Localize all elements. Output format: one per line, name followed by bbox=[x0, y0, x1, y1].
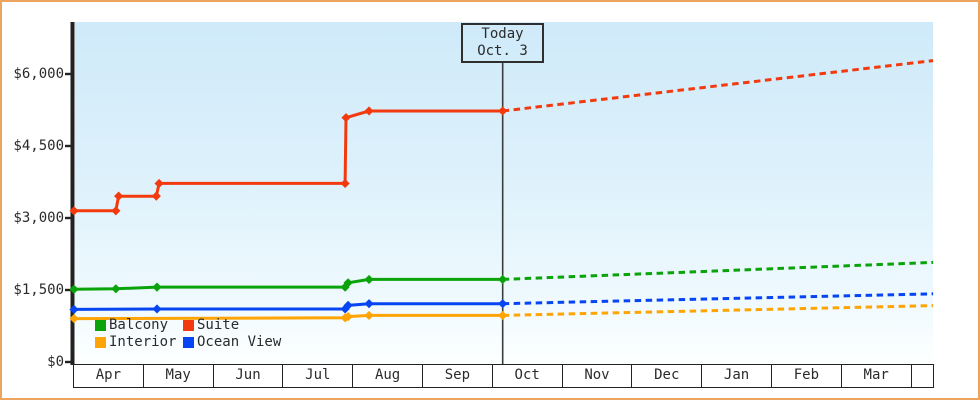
month-cell-dec: Dec bbox=[632, 365, 703, 387]
y-axis-label: $0 bbox=[47, 354, 64, 370]
series-projection-interior bbox=[502, 304, 934, 317]
month-cell-nov: Nov bbox=[563, 365, 633, 387]
month-cell-oct: Oct bbox=[493, 365, 563, 387]
series-marker-suite bbox=[154, 178, 164, 189]
month-axis-row: Apr May Jun Jul Aug Sep Oct Nov Dec Jan Feb Mar bbox=[73, 364, 934, 388]
y-axis-tick bbox=[65, 72, 72, 76]
y-axis-tick bbox=[65, 360, 72, 364]
today-annotation-box: Today Oct. 3 bbox=[461, 23, 544, 63]
series-marker-suite bbox=[340, 178, 350, 189]
series-line-balcony bbox=[73, 277, 503, 291]
series-marker-balcony bbox=[498, 274, 508, 285]
series-marker-balcony bbox=[111, 284, 121, 294]
series-marker-suite bbox=[341, 113, 351, 123]
legend-label: Suite bbox=[197, 317, 240, 333]
legend-item-interior[interactable]: Interior bbox=[95, 335, 176, 350]
legend-label: Interior bbox=[109, 334, 177, 350]
series-marker-ocean-view bbox=[340, 304, 350, 314]
series-line-ocean-view bbox=[73, 302, 503, 311]
today-label-line2: Oct. 3 bbox=[477, 43, 528, 59]
y-axis-label: $6,000 bbox=[13, 66, 64, 82]
legend-item-suite[interactable]: Suite bbox=[183, 318, 239, 333]
series-projection-suite bbox=[502, 59, 934, 113]
legend-swatch-icon bbox=[183, 337, 194, 348]
month-cell-apr: Apr bbox=[74, 365, 144, 387]
series-line-suite bbox=[74, 109, 503, 213]
series-projection-balcony bbox=[502, 260, 934, 281]
series-marker-interior bbox=[69, 313, 79, 324]
legend-label: Ocean View bbox=[197, 334, 282, 350]
legend-swatch-icon bbox=[95, 320, 106, 331]
y-axis bbox=[70, 22, 75, 365]
series-marker-ocean-view bbox=[498, 299, 508, 309]
series-marker-ocean-view bbox=[69, 304, 79, 315]
legend-swatch-icon bbox=[183, 320, 194, 331]
series-marker-suite bbox=[111, 206, 121, 216]
legend-item-ocean-view[interactable]: Ocean View bbox=[183, 335, 281, 350]
month-cell-jul: Jul bbox=[283, 365, 354, 387]
series-marker-suite bbox=[114, 191, 124, 201]
month-cell-jun: Jun bbox=[214, 365, 284, 387]
legend-label: Balcony bbox=[109, 317, 169, 333]
series-marker-suite bbox=[151, 191, 161, 201]
month-cell-sep: Sep bbox=[423, 365, 493, 387]
legend-item-balcony[interactable]: Balcony bbox=[95, 318, 168, 333]
series-marker-ocean-view bbox=[364, 299, 374, 309]
legend-swatch-icon bbox=[95, 337, 106, 348]
series-marker-interior bbox=[343, 312, 353, 322]
series-marker-suite bbox=[498, 106, 508, 116]
y-axis-label: $1,500 bbox=[13, 282, 64, 298]
series-marker-suite bbox=[364, 106, 374, 116]
month-cell-feb: Feb bbox=[772, 365, 842, 387]
month-cell-aug: Aug bbox=[353, 365, 423, 387]
series-marker-balcony bbox=[152, 282, 162, 292]
series-projection-ocean-view bbox=[502, 292, 934, 306]
month-cell-jan: Jan bbox=[702, 365, 772, 387]
y-axis-tick bbox=[65, 216, 72, 220]
series-marker-balcony bbox=[364, 274, 374, 285]
y-axis-label: $4,500 bbox=[13, 138, 64, 154]
series-marker-balcony bbox=[69, 284, 79, 294]
series-marker-balcony bbox=[343, 278, 353, 288]
y-axis-label: $3,000 bbox=[13, 210, 64, 226]
month-cell-mar: Mar bbox=[842, 365, 912, 387]
y-axis-tick bbox=[65, 288, 72, 292]
y-axis-tick bbox=[65, 144, 72, 148]
series-marker-interior bbox=[364, 310, 374, 321]
series-marker-ocean-view bbox=[343, 300, 353, 310]
today-label-line1: Today bbox=[481, 26, 524, 42]
month-cell-may: May bbox=[144, 365, 214, 387]
series-marker-interior bbox=[498, 310, 508, 321]
series-marker-suite bbox=[69, 206, 79, 216]
month-cell-stub bbox=[912, 365, 933, 387]
series-marker-ocean-view bbox=[152, 304, 162, 314]
